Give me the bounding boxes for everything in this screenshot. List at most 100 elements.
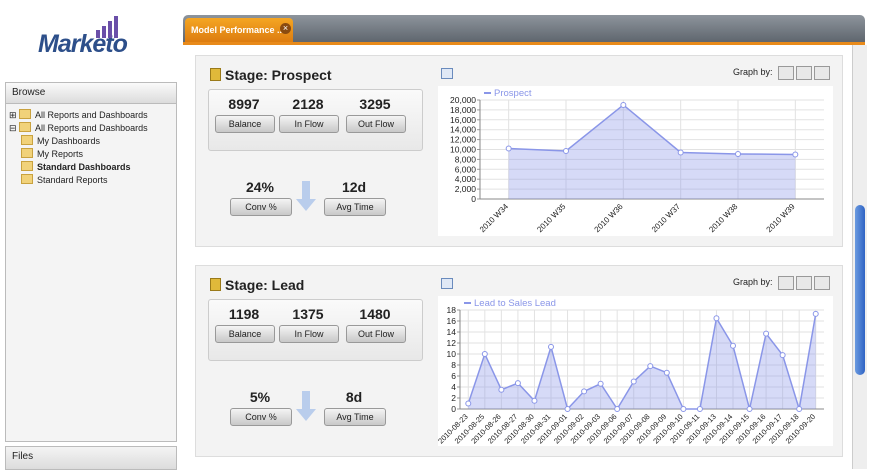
y-tick-label: 6,000 [455,164,477,174]
avg-button[interactable]: Avg Time [324,408,386,426]
stat-button[interactable]: In Flow [279,115,339,133]
y-tick-label: 16,000 [450,115,476,125]
browse-header: Browse [6,83,176,104]
graph-by-label: Graph by: [733,67,773,77]
stat-button-label: Balance [228,329,262,339]
y-tick-label: 2,000 [455,184,477,194]
x-tick-label: 2010 W39 [765,202,798,235]
y-tick-label: 10,000 [450,145,476,155]
tree-item[interactable]: Standard Reports [9,174,148,187]
files-title: Files [12,451,34,462]
tree-label: All Reports and Dashboards [35,123,148,133]
point [735,150,741,157]
y-tick-label: 14,000 [450,125,476,135]
y-tick-label: 20,000 [450,95,476,105]
stage-panel: Stage: Prospect 8997 Balance 2128 In Flow 329… [195,55,843,247]
graph-by-option[interactable] [778,66,794,80]
graph-by-option[interactable] [796,276,812,290]
line [467,313,817,411]
graph-by-label: Graph by: [733,277,773,287]
tree-item[interactable]: ⊞ All Reports and Dashboards [9,109,148,120]
flow-arrow [296,391,316,421]
x-tick-label: 2010 W38 [707,202,740,235]
conv-value: 24% [245,179,275,195]
tab-close[interactable]: × [280,23,291,34]
y-tick-label: 18 [447,305,457,315]
stat-button[interactable]: Out Flow [346,325,406,343]
avg-button-label: Avg Time [336,202,374,212]
stat-button[interactable]: In Flow [279,325,339,343]
tree-item[interactable]: My Reports [9,148,148,161]
avg-button[interactable]: Avg Time [324,198,386,216]
point [548,343,554,350]
tree-label: My Dashboards [37,136,101,146]
x-tick-label: 2010 W34 [478,202,511,235]
conv-button[interactable]: Conv % [230,408,292,426]
graph-by-option[interactable] [814,66,830,80]
tree-label: All Reports and Dashboards [35,110,148,120]
stat-value: 1198 [228,306,260,322]
point [498,386,505,393]
arrow-shape [296,391,316,421]
graph-by-option[interactable] [796,66,812,80]
tab-underline [183,42,865,45]
scroll-thumb[interactable] [855,205,865,375]
stat-button-label: In Flow [294,119,324,129]
tree-label: Standard Dashboards [37,162,131,172]
logo[interactable]: Marketo [38,30,128,58]
point [514,380,521,387]
stat-value: 1375 [292,306,324,322]
legend-label: Prospect [494,88,532,99]
point [505,145,512,152]
stat-button[interactable]: Out Flow [346,115,406,133]
tab[interactable]: Model Performance .. [185,18,293,42]
point [746,406,753,412]
area [508,104,796,199]
y-tick-label: 0 [451,404,456,414]
stage-title: Stage: Prospect [210,67,332,83]
conv-button[interactable]: Conv % [230,198,292,216]
y-tick-label: 18,000 [450,105,476,115]
tree-item[interactable]: Standard Dashboards [9,161,148,174]
graph-by-option[interactable] [778,276,794,290]
files-bar[interactable]: Files [5,446,177,470]
avg-value: 8d [345,389,363,405]
y-tick-label: 4,000 [455,174,477,184]
graph-by-option[interactable] [814,276,830,290]
point [677,149,684,156]
point [779,352,786,359]
stage-icon [210,68,221,81]
y-tick-label: 2 [451,393,456,403]
stat-button[interactable]: Balance [215,115,275,133]
point [647,363,654,370]
tab-bar: Model Performance .. × [183,15,865,42]
arrow-shape [296,181,316,211]
x-tick-label: 2010 W35 [535,202,568,235]
tree-item[interactable]: My Dashboards [9,135,148,148]
point [531,397,538,404]
point [792,151,799,158]
point [620,101,627,108]
tree-item[interactable]: ⊟ All Reports and Dashboards [9,122,148,133]
point [713,315,720,322]
point [730,342,736,349]
x-tick-label: 2010 W36 [593,202,626,235]
stat-value: 8997 [228,96,260,112]
y-tick-label: 6 [451,371,456,381]
point [481,351,488,357]
stat-value: 1480 [359,306,391,322]
stat-button[interactable]: Balance [215,325,275,343]
point [564,406,571,412]
point [696,406,703,412]
y-tick-label: 14 [447,327,457,337]
tree-label: My Reports [37,149,84,159]
tree: ⊞ All Reports and Dashboards ⊟ All Repor… [9,109,148,187]
point [630,378,637,385]
stage-icon [210,278,221,291]
scrollbar[interactable] [852,45,867,469]
point [597,380,604,387]
point [812,310,819,317]
stage-panel: Stage: Lead 1198 Balance 1375 In Flow 1480 Out… [195,265,843,457]
stage-title-text: Stage: Prospect [225,67,332,83]
